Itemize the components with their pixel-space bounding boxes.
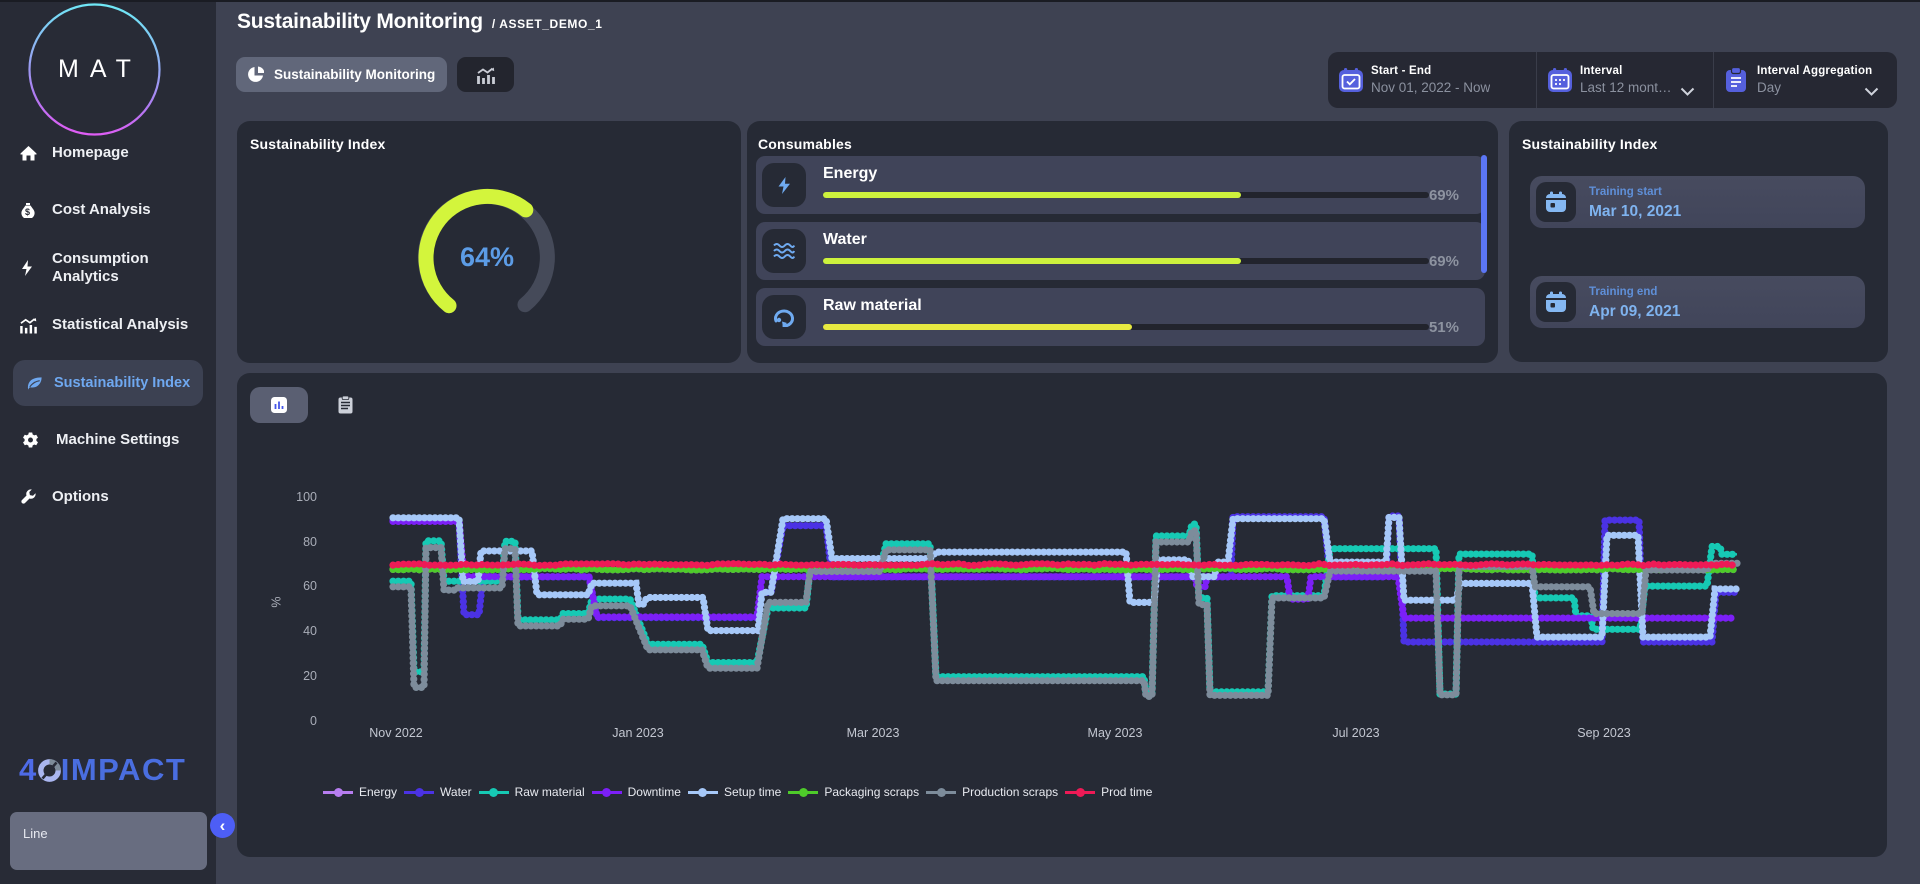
svg-text:$: $: [25, 207, 30, 217]
